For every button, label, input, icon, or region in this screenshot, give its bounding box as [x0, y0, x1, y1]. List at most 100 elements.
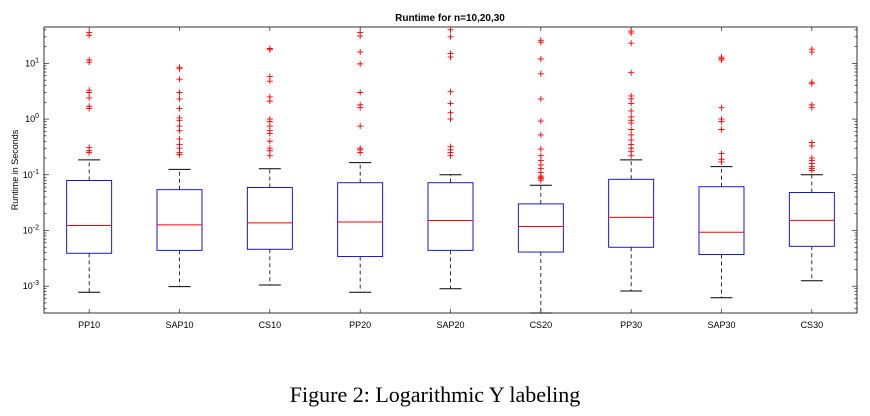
outlier-marker [447, 109, 454, 116]
box-CS10 [246, 45, 293, 286]
box-SAP30 [698, 54, 745, 299]
outlier-marker [176, 117, 183, 124]
x-tick-label: CS20 [530, 320, 553, 330]
outlier-marker [628, 40, 635, 47]
x-tick-label: SAP30 [707, 320, 735, 330]
outlier-marker [718, 150, 725, 157]
outlier-marker [537, 177, 544, 184]
x-tick-label: PP20 [349, 320, 371, 330]
outlier-marker [537, 55, 544, 62]
x-tick-label: SAP10 [165, 320, 193, 330]
outlier-marker [357, 33, 364, 40]
outlier-marker [357, 123, 364, 130]
outlier-marker [176, 151, 183, 158]
outlier-marker [537, 146, 544, 153]
outlier-marker [266, 130, 273, 137]
outlier-marker [176, 89, 183, 96]
y-tick-label-exponent: -1 [33, 169, 39, 176]
y-tick-label-base: 10 [25, 114, 35, 124]
outlier-marker [266, 98, 273, 105]
plot-area [43, 26, 858, 314]
outlier-marker [628, 69, 635, 76]
outlier-marker [537, 118, 544, 125]
y-tick-label-exponent: -3 [33, 280, 39, 287]
outlier-marker [537, 131, 544, 138]
outlier-marker [176, 127, 183, 134]
outlier-marker [628, 107, 635, 114]
outlier-marker [176, 65, 183, 72]
outlier-marker [718, 104, 725, 111]
outlier-marker [628, 100, 635, 107]
outlier-marker [86, 89, 93, 96]
outlier-marker [447, 33, 454, 40]
x-axis-ticks: PP10 SAP10 CS10 PP20 SAP20 CS20 PP30 SAP30 CS30 [78, 27, 823, 330]
outlier-marker [86, 94, 93, 101]
iqr-box [698, 186, 745, 255]
box-PP30 [608, 28, 655, 292]
outlier-marker [718, 118, 725, 125]
outlier-marker [447, 116, 454, 123]
outlier-marker [808, 49, 815, 56]
outlier-marker [86, 59, 93, 66]
outlier-marker [176, 95, 183, 102]
outlier-marker [266, 46, 273, 53]
x-tick-label: PP30 [620, 320, 642, 330]
y-axis-label: Runtime in Seconds [10, 129, 20, 210]
y-tick-label: 10-1 [23, 169, 39, 180]
outlier-marker [357, 104, 364, 111]
box-CS20 [517, 37, 564, 314]
box-SAP10 [156, 64, 203, 288]
outlier-marker [537, 95, 544, 102]
outlier-marker [447, 88, 454, 95]
outlier-marker [628, 152, 635, 159]
outlier-marker [447, 100, 454, 107]
outlier-marker [628, 126, 635, 133]
outlier-marker [447, 26, 454, 33]
outlier-marker [628, 131, 635, 138]
outlier-marker [628, 30, 635, 37]
outlier-marker [537, 70, 544, 77]
outlier-marker [266, 138, 273, 145]
outlier-marker [447, 152, 454, 159]
outlier-marker [176, 105, 183, 112]
iqr-box [517, 203, 564, 253]
iqr-box [337, 182, 384, 258]
x-tick-label: CS10 [259, 320, 282, 330]
iqr-box [427, 182, 474, 251]
x-tick-label: PP10 [78, 320, 100, 330]
outlier-marker [266, 78, 273, 85]
outlier-marker [86, 105, 93, 112]
y-tick-label-base: 10 [25, 58, 35, 68]
outlier-marker [718, 126, 725, 133]
chart-title: Runtime for n=10,20,30 [395, 13, 505, 24]
outlier-marker [447, 54, 454, 61]
outlier-marker [266, 152, 273, 159]
outlier-marker [86, 149, 93, 156]
y-tick-label: 10-3 [23, 280, 39, 291]
outlier-marker [628, 120, 635, 127]
outlier-marker [357, 49, 364, 56]
iqr-box [66, 180, 113, 254]
iqr-box [156, 189, 203, 251]
y-tick-label: 10-2 [23, 224, 39, 235]
outlier-marker [808, 104, 815, 111]
y-tick-label-base: 10 [23, 225, 33, 235]
outlier-marker [808, 80, 815, 87]
outlier-marker [176, 135, 183, 142]
y-tick-label-exponent: 0 [35, 113, 39, 120]
box-CS30 [788, 46, 835, 282]
box-PP10 [66, 29, 113, 293]
outlier-marker [357, 149, 364, 156]
y-tick-label-base: 10 [23, 170, 33, 180]
y-tick-label-exponent: 1 [35, 57, 39, 64]
boxes-group [66, 26, 835, 314]
outlier-marker [718, 158, 725, 165]
outlier-marker [808, 167, 815, 174]
y-tick-label: 100 [25, 113, 39, 124]
outlier-marker [537, 39, 544, 46]
iqr-box [788, 192, 835, 247]
box-PP20 [337, 29, 384, 293]
y-tick-label-exponent: -2 [33, 224, 39, 231]
outlier-marker [357, 60, 364, 67]
